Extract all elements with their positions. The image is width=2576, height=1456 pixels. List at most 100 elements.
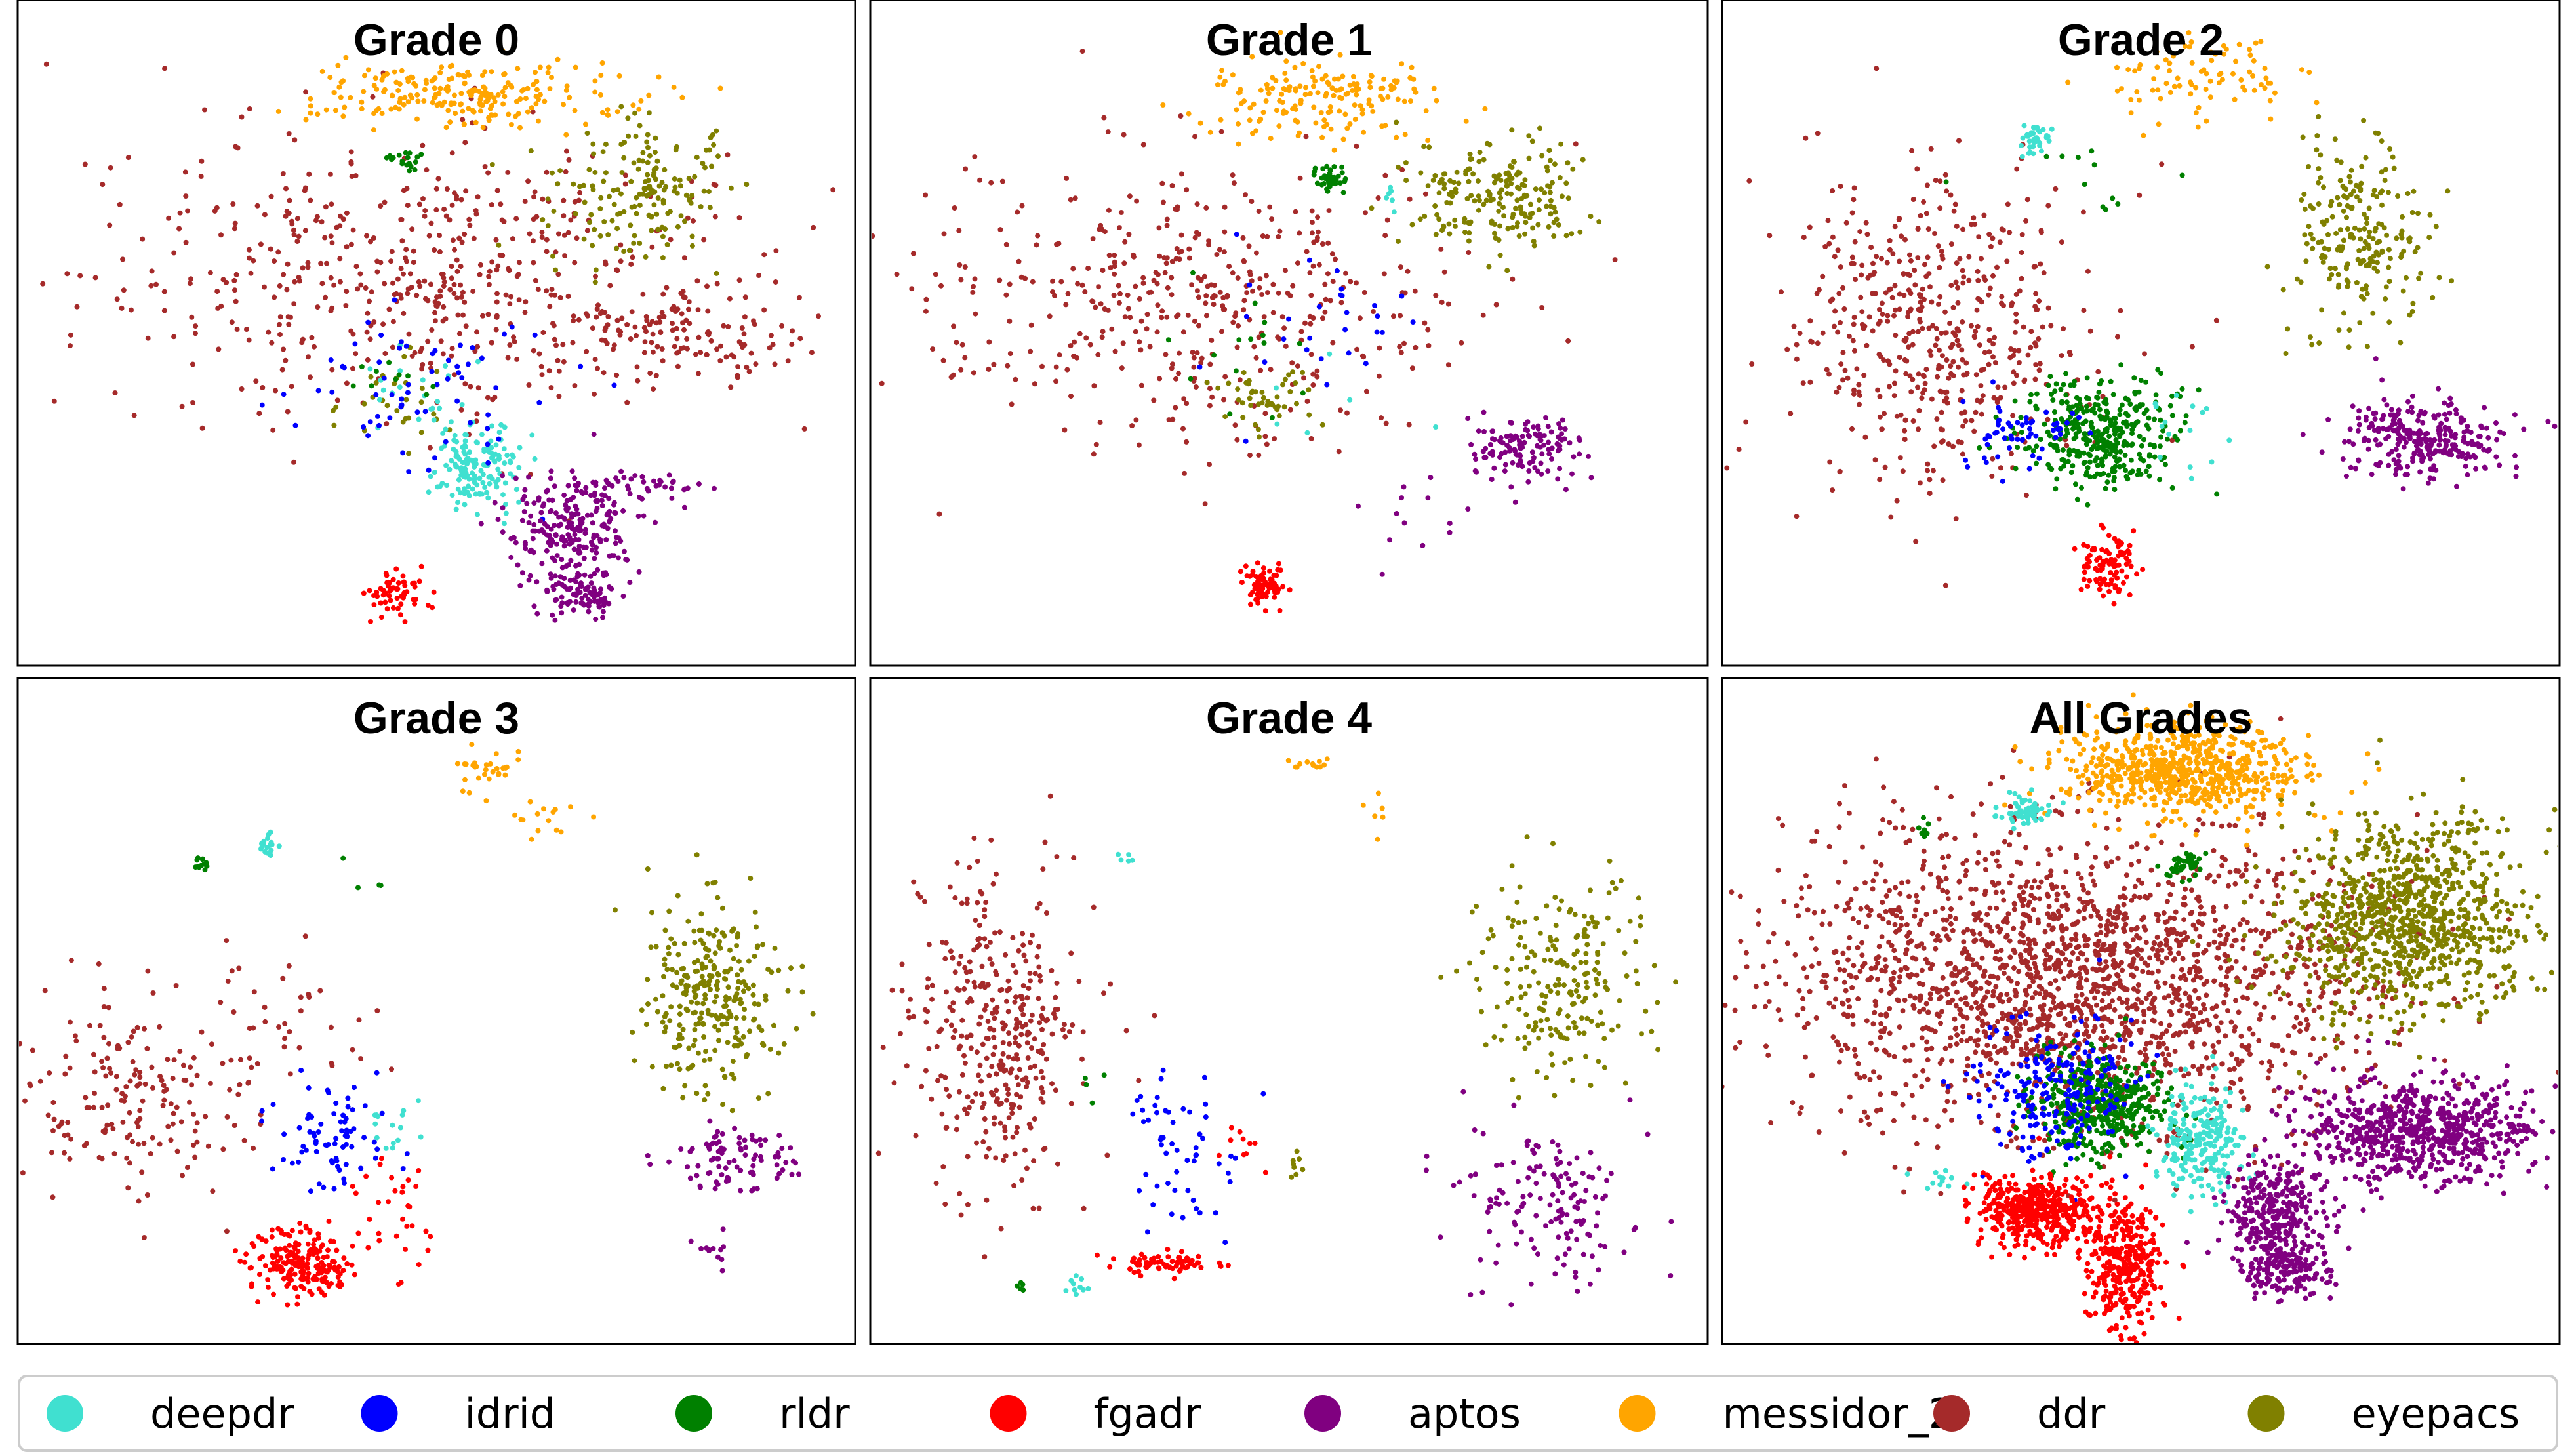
point-ddr: [1835, 247, 1841, 253]
point-ddr: [1887, 247, 1893, 253]
point-aptos: [1545, 468, 1551, 474]
point-eyepacs: [710, 132, 715, 138]
point-rldr: [1190, 270, 1196, 275]
point-deepdr: [462, 486, 467, 492]
point-ddr: [735, 374, 740, 380]
point-deepdr: [1274, 421, 1280, 427]
point-messidor_2: [331, 90, 337, 96]
point-ddr: [694, 278, 700, 284]
point-ddr: [1851, 321, 1857, 327]
point-ddr: [144, 1192, 150, 1198]
point-ddr: [1814, 291, 1820, 296]
point-aptos: [2437, 433, 2443, 439]
point-ddr: [235, 1091, 241, 1097]
point-ddr: [584, 348, 590, 354]
point-ddr: [1241, 298, 1247, 304]
point-rldr: [1342, 176, 1348, 182]
point-ddr: [505, 355, 511, 361]
point-ddr: [1169, 365, 1175, 371]
point-ddr: [409, 226, 415, 232]
point-rldr: [2164, 436, 2170, 442]
point-messidor_2: [592, 89, 598, 95]
point-eyepacs: [2364, 220, 2370, 226]
point-aptos: [2369, 472, 2375, 477]
point-aptos: [2402, 472, 2408, 477]
point-aptos: [2417, 469, 2423, 475]
point-eyepacs: [373, 380, 379, 386]
point-rldr: [2049, 392, 2054, 397]
point-ddr: [294, 239, 300, 244]
point-fgadr: [386, 593, 392, 599]
point-ddr: [1116, 300, 1122, 306]
point-rldr: [1325, 188, 1331, 194]
point-ddr: [933, 272, 938, 277]
point-rldr: [2012, 398, 2018, 404]
point-messidor_2: [308, 96, 313, 102]
point-eyepacs: [662, 962, 668, 968]
point-ddr: [565, 230, 571, 235]
point-eyepacs: [2366, 205, 2372, 211]
point-ddr: [284, 287, 290, 293]
point-ddr: [160, 1102, 166, 1108]
point-messidor_2: [466, 106, 472, 111]
point-ddr: [1960, 319, 1965, 325]
point-ddr: [1749, 361, 1755, 367]
point-ddr: [570, 340, 576, 346]
point-idrid: [2000, 478, 2005, 484]
point-ddr: [299, 340, 305, 346]
point-ddr: [180, 1173, 185, 1179]
point-eyepacs: [2301, 192, 2307, 197]
point-ddr: [790, 328, 795, 334]
point-fgadr: [1262, 608, 1268, 614]
point-ddr: [1203, 205, 1209, 211]
point-ddr: [742, 294, 748, 300]
point-idrid: [485, 460, 491, 466]
point-ddr: [292, 137, 298, 143]
point-aptos: [600, 570, 606, 576]
point-aptos: [2452, 435, 2458, 441]
point-ddr: [110, 1126, 116, 1132]
point-ddr: [287, 197, 292, 203]
point-aptos: [572, 475, 578, 481]
point-ddr: [1960, 280, 1966, 286]
point-rldr: [2028, 392, 2034, 397]
point-fgadr: [378, 600, 384, 606]
point-deepdr: [479, 432, 485, 437]
point-ddr: [1801, 235, 1807, 240]
point-idrid: [1996, 405, 2002, 411]
point-ddr: [2189, 344, 2195, 350]
point-ddr: [1892, 283, 1898, 289]
point-rldr: [407, 168, 413, 174]
point-messidor_2: [1323, 91, 1329, 96]
point-aptos: [1399, 495, 1405, 501]
point-eyepacs: [2352, 225, 2358, 231]
point-ddr: [1359, 353, 1365, 359]
point-ddr: [344, 210, 350, 216]
point-messidor_2: [479, 73, 485, 78]
point-ddr: [1170, 361, 1175, 367]
point-fgadr: [2093, 565, 2099, 571]
point-messidor_2: [671, 84, 677, 90]
point-aptos: [2461, 429, 2467, 435]
point-ddr: [1052, 293, 1057, 298]
point-messidor_2: [399, 68, 405, 73]
point-messidor_2: [1287, 84, 1293, 90]
point-idrid: [399, 396, 405, 402]
point-ddr: [1244, 290, 1250, 296]
point-eyepacs: [1522, 212, 1528, 218]
point-aptos: [531, 500, 537, 506]
point-rldr: [1248, 336, 1254, 342]
point-eyepacs: [688, 200, 694, 206]
point-ddr: [2085, 268, 2091, 274]
point-ddr: [1287, 407, 1293, 413]
point-ddr: [1939, 353, 1945, 359]
point-messidor_2: [2195, 124, 2201, 130]
point-ddr: [1926, 271, 1932, 277]
point-messidor_2: [1347, 121, 1353, 127]
point-ddr: [1234, 437, 1240, 443]
point-eyepacs: [1503, 171, 1509, 176]
point-idrid: [2070, 411, 2076, 416]
point-eyepacs: [2338, 159, 2344, 165]
point-ddr: [1899, 233, 1904, 239]
point-ddr: [171, 1110, 176, 1116]
